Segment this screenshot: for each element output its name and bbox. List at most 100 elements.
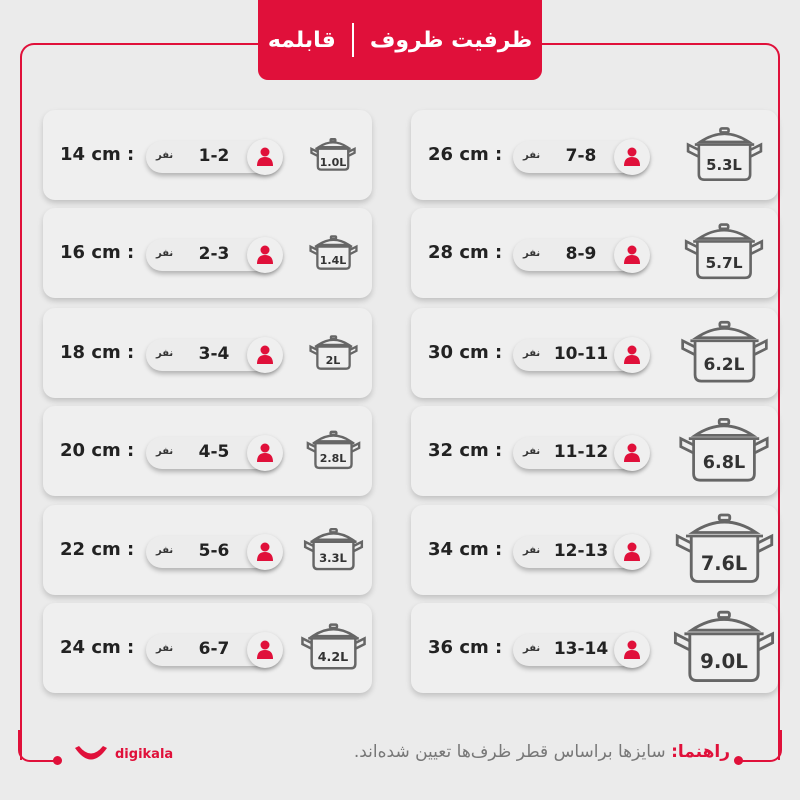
diameter: 28 cm : bbox=[428, 242, 503, 263]
pot-icon bbox=[686, 126, 762, 181]
person-icon bbox=[614, 534, 650, 570]
pot-volume: 2.8L bbox=[319, 451, 347, 465]
smile-icon bbox=[75, 746, 107, 760]
person-icon bbox=[614, 139, 650, 175]
pot-icon bbox=[673, 610, 775, 682]
people-pill: نفر 7-8 bbox=[513, 139, 650, 175]
people-range: 1-2 bbox=[198, 146, 230, 166]
pot-volume: 1.0L bbox=[319, 155, 347, 169]
person-icon bbox=[614, 632, 650, 668]
people-pill: نفر 11-12 bbox=[513, 435, 650, 471]
header-title: ظرفیت ظروف bbox=[369, 27, 533, 53]
capacity-card: 18 cm : نفر 3-4 2L bbox=[43, 308, 372, 398]
header-category: قابلمه bbox=[267, 27, 336, 53]
person-icon bbox=[247, 139, 283, 175]
people-pill: نفر 5-6 bbox=[146, 534, 283, 570]
capacity-card: 20 cm : نفر 4-5 2.8L bbox=[43, 406, 372, 496]
people-range: 11-12 bbox=[553, 442, 609, 462]
pot-volume: 7.6L bbox=[700, 551, 748, 575]
people-unit: نفر bbox=[523, 348, 541, 359]
capacity-card: 28 cm : نفر 8-9 5.7L bbox=[411, 208, 778, 298]
pot-icon bbox=[308, 334, 358, 370]
diameter: 24 cm : bbox=[60, 637, 135, 658]
pot-volume: 5.7L bbox=[705, 254, 743, 273]
pot-volume: 4.2L bbox=[317, 649, 349, 665]
capacity-card: 34 cm : نفر 12-13 7.6L bbox=[411, 505, 778, 595]
people-unit: نفر bbox=[523, 446, 541, 457]
pot-volume: 2L bbox=[325, 353, 341, 367]
diameter: 16 cm : bbox=[60, 242, 135, 263]
pot-icon bbox=[303, 527, 363, 571]
capacity-card: 26 cm : نفر 7-8 5.3L bbox=[411, 110, 778, 200]
capacity-card: 36 cm : نفر 13-14 9.0L bbox=[411, 603, 778, 693]
people-range: 13-14 bbox=[553, 639, 609, 659]
pot-icon bbox=[300, 623, 366, 670]
people-pill: نفر 3-4 bbox=[146, 337, 283, 373]
diameter: 36 cm : bbox=[428, 637, 503, 658]
pot-volume: 9.0L bbox=[700, 649, 748, 673]
pot: 2L bbox=[308, 333, 359, 374]
pot: 7.6L bbox=[672, 508, 777, 589]
pot: 1.0L bbox=[309, 136, 357, 175]
pot-icon bbox=[680, 320, 768, 383]
logo-text: digikala bbox=[115, 746, 174, 762]
capacity-card: 24 cm : نفر 6-7 4.2L bbox=[43, 603, 372, 693]
people-range: 7-8 bbox=[565, 146, 597, 166]
person-icon bbox=[247, 534, 283, 570]
people-pill: نفر 6-7 bbox=[146, 632, 283, 668]
people-unit: نفر bbox=[156, 545, 174, 556]
pot: 4.2L bbox=[299, 620, 368, 675]
pot-volume: 3.3L bbox=[319, 551, 347, 566]
pot-volume: 1.4L bbox=[319, 253, 347, 267]
people-unit: نفر bbox=[523, 150, 541, 161]
frame-dot bbox=[734, 756, 743, 765]
people-pill: نفر 12-13 bbox=[513, 534, 650, 570]
pot: 5.3L bbox=[684, 123, 765, 186]
diameter: 26 cm : bbox=[428, 144, 503, 165]
people-unit: نفر bbox=[156, 150, 174, 161]
people-pill: نفر 4-5 bbox=[146, 435, 283, 471]
diameter: 34 cm : bbox=[428, 539, 503, 560]
capacity-card: 14 cm : نفر 1-2 1.0L bbox=[43, 110, 372, 200]
pot: 6.8L bbox=[676, 413, 772, 487]
pot-icon bbox=[679, 417, 769, 482]
pot-volume: 5.3L bbox=[706, 156, 742, 175]
people-unit: نفر bbox=[156, 643, 174, 654]
pot: 5.7L bbox=[682, 219, 766, 285]
header: ظرفیت ظروف قابلمه bbox=[258, 0, 542, 80]
people-range: 2-3 bbox=[198, 244, 230, 264]
diameter: 30 cm : bbox=[428, 342, 503, 363]
pot-icon bbox=[684, 223, 764, 280]
people-range: 6-7 bbox=[198, 639, 230, 659]
people-unit: نفر bbox=[523, 545, 541, 556]
people-pill: نفر 8-9 bbox=[513, 237, 650, 273]
person-icon bbox=[614, 435, 650, 471]
frame-corner bbox=[18, 730, 58, 762]
people-unit: نفر bbox=[156, 248, 174, 259]
footer-guide: راهنما: سایزها براساس قطر ظرف‌ها تعیین ش… bbox=[354, 742, 730, 762]
people-range: 8-9 bbox=[565, 244, 597, 264]
frame-dot bbox=[53, 756, 62, 765]
person-icon bbox=[614, 337, 650, 373]
person-icon bbox=[247, 435, 283, 471]
pot-icon bbox=[308, 234, 358, 270]
capacity-card: 22 cm : نفر 5-6 3.3L bbox=[43, 505, 372, 595]
person-icon bbox=[247, 632, 283, 668]
pot: 3.3L bbox=[302, 525, 365, 575]
people-range: 3-4 bbox=[198, 344, 230, 364]
pot-icon bbox=[675, 513, 773, 583]
person-icon bbox=[247, 337, 283, 373]
people-unit: نفر bbox=[156, 348, 174, 359]
people-pill: نفر 10-11 bbox=[513, 337, 650, 373]
people-unit: نفر bbox=[156, 446, 174, 457]
people-pill: نفر 13-14 bbox=[513, 632, 650, 668]
diameter: 18 cm : bbox=[60, 342, 135, 363]
guide-label: راهنما: bbox=[671, 742, 730, 762]
pot-volume: 6.8L bbox=[702, 452, 746, 473]
diameter: 22 cm : bbox=[60, 539, 135, 560]
pot-icon bbox=[310, 137, 356, 171]
pot: 1.4L bbox=[308, 233, 359, 274]
pot: 9.0L bbox=[670, 605, 778, 688]
pot: 6.2L bbox=[678, 316, 771, 388]
people-range: 10-11 bbox=[553, 344, 609, 364]
